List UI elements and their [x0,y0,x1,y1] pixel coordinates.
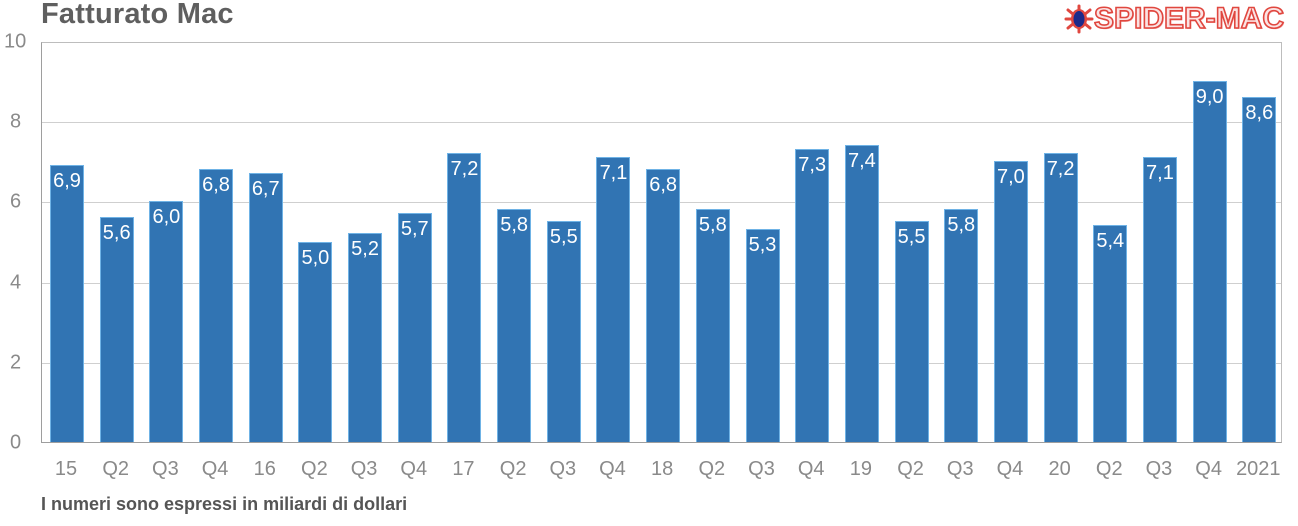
bar: 7,2 [447,153,482,442]
bar-value-label: 5,8 [500,214,529,237]
gridline [42,122,1281,124]
bar-value-label: 7,3 [798,154,827,177]
x-tick-label: Q4 [599,458,626,480]
bar: 6,9 [50,165,84,442]
x-tick-label: Q3 [350,458,378,480]
bar-value-label: 5,2 [351,238,379,261]
bar: 6,0 [149,201,184,442]
y-tick-label: 2 [10,351,22,374]
y-tick-label: 4 [10,271,22,294]
bar-value-label: 9,0 [1195,86,1224,109]
plot-area: 6,9 5,6 6,0 6,8 6,7 5,0 5,2 5,7 7,2 5,8 5,5 7,1 6,8 5… [41,42,1282,443]
bar-value-label: 6,7 [251,178,280,201]
bar-value-label: 5,8 [698,214,727,237]
chart-title: Fatturato Mac [41,0,234,30]
bar: 5,8 [497,209,532,442]
x-tick-label: Q4 [400,458,428,480]
x-tick-label: Q4 [797,458,825,480]
x-tick-label: Q2 [102,458,130,480]
y-tick-label: 8 [10,110,22,133]
bar-value-label: 5,7 [400,218,429,241]
x-tick-label: 15 [54,458,78,480]
bar-value-label: 6,8 [202,174,230,197]
x-tick-label: Q3 [152,458,179,480]
bar-value-label: 7,0 [997,166,1025,189]
bar-value-label: 5,4 [1096,230,1125,253]
bar: 5,0 [298,241,333,442]
bar: 6,8 [199,169,234,442]
x-tick-label: Q4 [996,458,1024,480]
x-tick-label: Q2 [499,458,527,480]
bar-value-label: 5,0 [301,246,330,269]
bar: 5,7 [397,213,432,442]
bar-value-label: 6,0 [152,206,181,229]
x-tick-label: Q3 [946,458,974,480]
bar: 5,3 [745,229,780,442]
x-tick-label: Q2 [698,458,726,480]
x-tick-label: 18 [651,458,674,480]
bar-value-label: 6,8 [649,174,678,197]
bar: 7,2 [1043,153,1078,442]
bar: 5,8 [695,209,730,442]
bar: 5,4 [1093,225,1128,442]
x-tick-label: Q4 [201,458,229,480]
bar-value-label: 5,3 [748,234,777,257]
x-tick-label: Q3 [1145,458,1173,480]
bar-value-label: 5,6 [102,222,131,245]
units-note: I numeri sono espressi in miliardi di do… [41,494,408,514]
bar: 7,1 [1142,157,1177,442]
bar: 7,4 [844,145,879,442]
bar: 6,7 [248,173,283,442]
y-tick-label: 0 [10,431,22,454]
x-tick-label: Q4 [1195,458,1222,480]
x-tick-label: 20 [1048,458,1071,480]
x-tick-label: 17 [452,458,475,480]
bar: 5,6 [99,217,134,442]
bar-value-label: 8,6 [1245,102,1274,125]
x-tick-label: Q2 [1095,458,1123,480]
bar: 8,6 [1242,97,1277,442]
bar: 5,2 [348,233,383,442]
bar: 9,0 [1192,81,1227,442]
x-tick-label: Q3 [549,458,577,480]
bar: 5,5 [546,221,581,442]
bar-value-label: 7,4 [847,150,876,173]
bar-value-label: 7,2 [1046,158,1075,181]
x-tick-label: 16 [253,458,276,480]
bar: 6,8 [646,169,681,442]
y-tick-label: 6 [10,190,22,213]
bar: 7,3 [795,149,830,442]
bar-value-label: 5,5 [897,226,926,249]
logo-text: SPIDER-MAC [1093,1,1285,36]
bar-value-label: 5,8 [947,214,976,237]
x-tick-label: Q2 [897,458,924,480]
bar-value-label: 5,5 [549,226,578,249]
x-tick-label: 19 [849,458,872,480]
bar-value-label: 7,1 [599,162,628,185]
bar-value-label: 6,9 [53,170,81,193]
bar-value-label: 7,1 [1146,162,1174,185]
x-tick-label: Q3 [748,458,775,480]
bar-value-label: 7,2 [450,158,479,181]
x-tick-label: Q2 [301,458,328,480]
bar: 5,5 [894,221,929,442]
bar: 5,8 [944,209,979,442]
bar: 7,0 [993,161,1028,442]
spider-bug-icon [1064,4,1094,34]
bar: 7,1 [596,157,631,442]
y-tick-label: 10 [4,30,27,53]
x-tick-label: 2021 [1236,458,1281,480]
spider-mac-logo: SPIDER-MAC [1064,1,1285,36]
